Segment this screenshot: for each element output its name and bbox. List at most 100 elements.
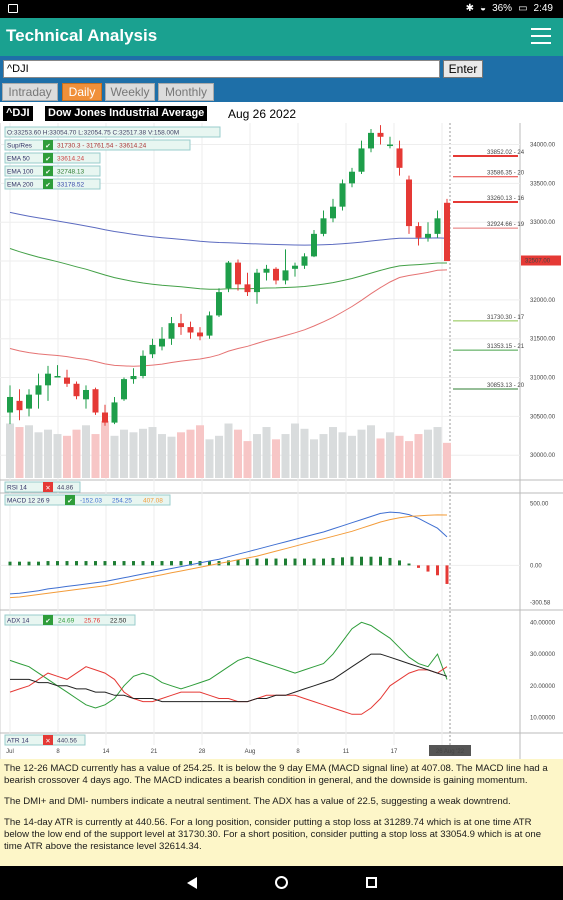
macd-histogram-bar <box>189 561 192 566</box>
candle-body <box>130 376 137 380</box>
volume-bar <box>319 434 328 478</box>
candle-body <box>387 144 393 147</box>
symbol-ticker: ^DJI <box>3 106 33 121</box>
macd-histogram-bar <box>37 561 40 566</box>
ema50-legend-checkbox-checked <box>43 153 53 163</box>
volume-bar <box>34 432 43 478</box>
x-highlight-label: 26 Aug '22 <box>436 749 465 755</box>
macd-histogram-bar <box>407 563 411 566</box>
dmi-plus-line <box>9 621 448 709</box>
candle-body <box>187 327 194 333</box>
macd-histogram-bar <box>312 558 316 566</box>
back-icon[interactable] <box>187 877 197 889</box>
analysis-atr: The 14-day ATR is currently at 440.56. F… <box>4 817 542 852</box>
adx-legend-checkbox-checked <box>43 615 53 625</box>
symbol-date: Aug 26 2022 <box>228 107 297 121</box>
ema50-legend-value: 33614.24 <box>57 156 84 163</box>
price-tick-label: 31500.00 <box>530 337 556 343</box>
price-tick-label: 34000.00 <box>530 143 556 149</box>
macd-histogram-bar <box>27 561 31 566</box>
macd-histogram-bar <box>350 556 354 566</box>
volume-bar <box>91 434 100 478</box>
ema200-legend-check-glyph: ✔ <box>45 182 51 189</box>
ema200-legend-value: 33178.52 <box>57 182 84 189</box>
price-axis: 34000.0033500.0033000.0032500.0032000.00… <box>521 143 561 459</box>
macd-histogram-bar <box>246 559 249 566</box>
macd-histogram-bar <box>445 565 449 584</box>
x-tick-label: 17 <box>391 749 398 755</box>
candle-body <box>102 412 108 423</box>
candle-body <box>406 179 412 227</box>
tab-weekly[interactable]: Weekly <box>105 83 155 101</box>
wifi-icon: ◒ <box>480 3 487 14</box>
x-tick-label: 11 <box>343 749 350 755</box>
macd-histogram-bar <box>132 561 135 566</box>
macd-histogram-bar <box>255 558 259 566</box>
macd-histogram-bar <box>426 565 430 572</box>
candle-body <box>45 373 51 386</box>
macd-tick-label: -300.58 <box>530 601 551 607</box>
tab-daily[interactable]: Daily <box>62 83 102 101</box>
volume-bar <box>215 435 223 478</box>
macd-line <box>9 511 448 595</box>
tab-intraday[interactable]: Intraday <box>2 83 58 101</box>
volume-bar <box>234 429 242 478</box>
candle-body <box>92 389 99 413</box>
macd-histogram-bar <box>284 558 287 566</box>
macd-legend-checkbox-checked <box>65 495 75 505</box>
candle-body <box>7 396 13 413</box>
indicator-legend: O:33253.60 H:33054.70 L:32054.75 C:32517… <box>4 126 221 746</box>
macd-legend-name: MACD 12 26 9 <box>7 498 50 505</box>
analysis-text: The 12-26 MACD currently has a value of … <box>0 759 563 866</box>
volume-bar <box>63 435 71 478</box>
tab-monthly[interactable]: Monthly <box>158 83 214 101</box>
volume-bar <box>167 436 176 478</box>
ema50-legend-check-glyph: ✔ <box>45 156 51 163</box>
level-label: 30853.13 - 20 <box>487 383 525 389</box>
macd-histogram-bar <box>160 561 164 566</box>
volume-bar <box>281 434 290 478</box>
macd-tick-label: 0.00 <box>530 563 542 569</box>
volume-bar <box>348 435 356 478</box>
candle-body <box>273 268 279 281</box>
ema100-legend-name: EMA 100 <box>7 169 34 176</box>
symbol-search-input[interactable] <box>3 60 440 78</box>
volume-bar <box>433 427 442 478</box>
candle-body <box>254 272 260 293</box>
candle-body <box>301 256 308 266</box>
technical-chart[interactable]: 33852.02 - 24 33586.35 - 20 33260.13 - 16 3… <box>0 123 563 759</box>
macd-histogram-bar <box>65 561 69 566</box>
home-icon[interactable] <box>275 876 288 889</box>
clock: 2:49 <box>533 3 553 14</box>
macd-histogram-bar <box>369 556 373 566</box>
candle-body <box>434 218 441 234</box>
recent-apps-icon[interactable] <box>366 877 377 888</box>
enter-button[interactable]: Enter <box>443 60 483 78</box>
volume-bar <box>414 434 423 478</box>
ema100-legend-check-glyph: ✔ <box>45 169 51 176</box>
search-row: Enter <box>0 56 563 82</box>
level-label: 33586.35 - 20 <box>487 171 525 177</box>
macd-tick-label: 500.00 <box>530 501 549 507</box>
last-price-label: 32507.00 <box>525 259 551 265</box>
macd-histogram-bar <box>236 559 240 566</box>
hamburger-menu-icon[interactable] <box>531 28 551 46</box>
volume-bar <box>158 434 166 478</box>
rsi-legend-value: 44.86 <box>57 485 74 492</box>
macd-histogram-bar <box>113 561 116 566</box>
candle-body <box>216 292 222 316</box>
level-label: 31730.30 - 17 <box>487 315 525 321</box>
adx-value-2: 25.76 <box>84 618 101 625</box>
volume-bar <box>44 429 52 478</box>
macd-value-2: 254.25 <box>112 498 132 505</box>
macd-histogram-bar <box>379 556 382 566</box>
price-tick-label: 32000.00 <box>530 298 556 304</box>
volume-bar <box>110 435 119 478</box>
rsi-legend-box <box>4 481 81 493</box>
macd-histogram-bar <box>84 561 88 566</box>
macd-histogram-bar <box>303 558 306 566</box>
battery-percent: 36% <box>492 3 513 14</box>
volume-bar <box>367 425 375 478</box>
volume-bar <box>310 439 318 478</box>
candle-body <box>425 233 431 238</box>
